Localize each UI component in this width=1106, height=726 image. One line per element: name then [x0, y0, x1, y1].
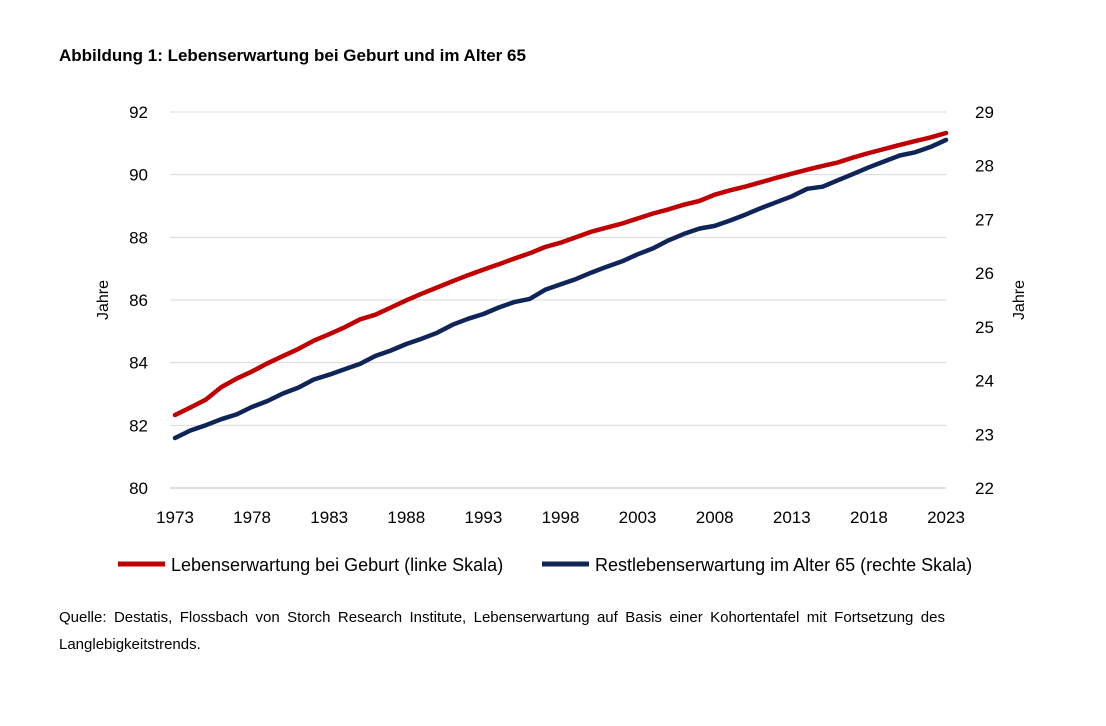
right-axis-ticks: 22 23 24 25 26 27 28 29 — [975, 103, 994, 498]
legend-label-age65: Restlebenserwartung im Alter 65 (rechte … — [595, 555, 972, 575]
legend: Lebenserwartung bei Geburt (linke Skala)… — [118, 555, 972, 575]
left-tick-label: 84 — [129, 354, 148, 373]
legend-label-birth: Lebenserwartung bei Geburt (linke Skala) — [171, 555, 503, 575]
x-tick-label: 2008 — [696, 508, 734, 527]
source-note: Quelle: Destatis, Flossbach von Storch R… — [59, 609, 945, 653]
x-tick-label: 1988 — [387, 508, 425, 527]
right-tick-label: 26 — [975, 264, 994, 283]
left-axis-ticks: 80 82 84 86 88 90 92 — [129, 103, 148, 498]
left-axis-title: Jahre — [95, 280, 112, 320]
left-tick-label: 80 — [129, 479, 148, 498]
series-line-birth — [172, 130, 949, 418]
right-tick-label: 23 — [975, 425, 994, 444]
left-tick-label: 92 — [129, 103, 148, 122]
series-lines — [172, 130, 949, 441]
x-tick-label: 2003 — [619, 508, 657, 527]
right-tick-label: 22 — [975, 479, 994, 498]
x-tick-label: 1998 — [542, 508, 580, 527]
left-tick-label: 88 — [129, 228, 148, 247]
x-tick-label: 2013 — [773, 508, 811, 527]
right-tick-label: 27 — [975, 210, 994, 229]
gridlines — [170, 111, 946, 489]
line-chart: 80 82 84 86 88 90 92 22 23 24 25 26 27 28 29 1973 1978… — [95, 103, 1028, 575]
x-tick-label: 2018 — [850, 508, 888, 527]
right-tick-label: 29 — [975, 103, 994, 122]
right-axis-title: Jahre — [1011, 280, 1028, 320]
x-axis-ticks: 1973 1978 1983 1988 1993 1998 2003 2008 2013 2018… — [156, 508, 965, 527]
chart-title: Abbildung 1: Lebenserwartung bei Geburt … — [59, 46, 526, 65]
right-tick-label: 25 — [975, 318, 994, 337]
x-tick-label: 2023 — [927, 508, 965, 527]
left-tick-label: 90 — [129, 166, 148, 185]
right-tick-label: 28 — [975, 157, 994, 176]
series-line-age65 — [172, 137, 949, 441]
x-tick-label: 1973 — [156, 508, 194, 527]
left-tick-label: 82 — [129, 416, 148, 435]
left-tick-label: 86 — [129, 291, 148, 310]
x-tick-label: 1993 — [464, 508, 502, 527]
x-tick-label: 1978 — [233, 508, 271, 527]
right-tick-label: 24 — [975, 372, 994, 391]
x-tick-label: 1983 — [310, 508, 348, 527]
